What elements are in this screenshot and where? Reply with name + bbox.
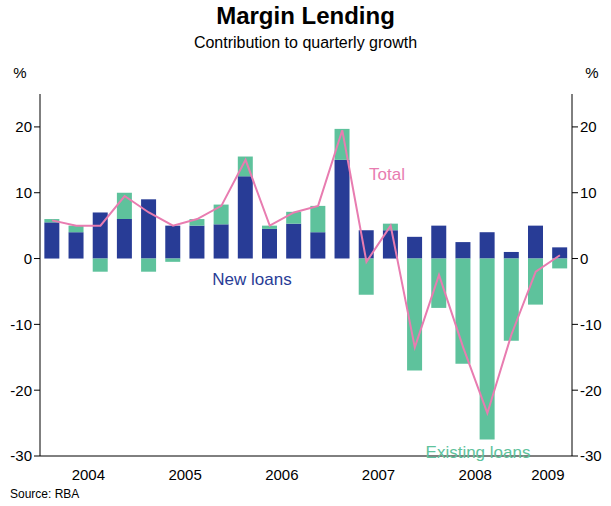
svg-text:-10: -10 — [580, 316, 602, 333]
svg-text:Total: Total — [369, 165, 405, 184]
svg-text:2007: 2007 — [362, 466, 395, 483]
svg-text:10: 10 — [580, 184, 597, 201]
svg-text:New loans: New loans — [212, 270, 291, 289]
svg-text:2009: 2009 — [531, 466, 564, 483]
svg-text:0: 0 — [24, 250, 32, 267]
svg-text:2005: 2005 — [168, 466, 201, 483]
svg-text:20: 20 — [580, 118, 597, 135]
svg-text:10: 10 — [15, 184, 32, 201]
svg-text:Source: RBA: Source: RBA — [10, 487, 79, 501]
svg-text:-30: -30 — [580, 447, 602, 464]
svg-text:%: % — [585, 64, 598, 81]
svg-text:Existing loans: Existing loans — [426, 443, 531, 462]
svg-text:Contribution to quarterly grow: Contribution to quarterly growth — [194, 34, 417, 51]
svg-text:-20: -20 — [10, 382, 32, 399]
svg-text:2004: 2004 — [72, 466, 105, 483]
svg-text:Margin Lending: Margin Lending — [216, 2, 395, 29]
svg-text:%: % — [13, 64, 26, 81]
svg-text:0: 0 — [580, 250, 588, 267]
svg-text:2006: 2006 — [265, 466, 298, 483]
svg-text:-30: -30 — [10, 447, 32, 464]
svg-text:-20: -20 — [580, 382, 602, 399]
svg-text:20: 20 — [15, 118, 32, 135]
svg-text:-10: -10 — [10, 316, 32, 333]
svg-text:2008: 2008 — [459, 466, 492, 483]
